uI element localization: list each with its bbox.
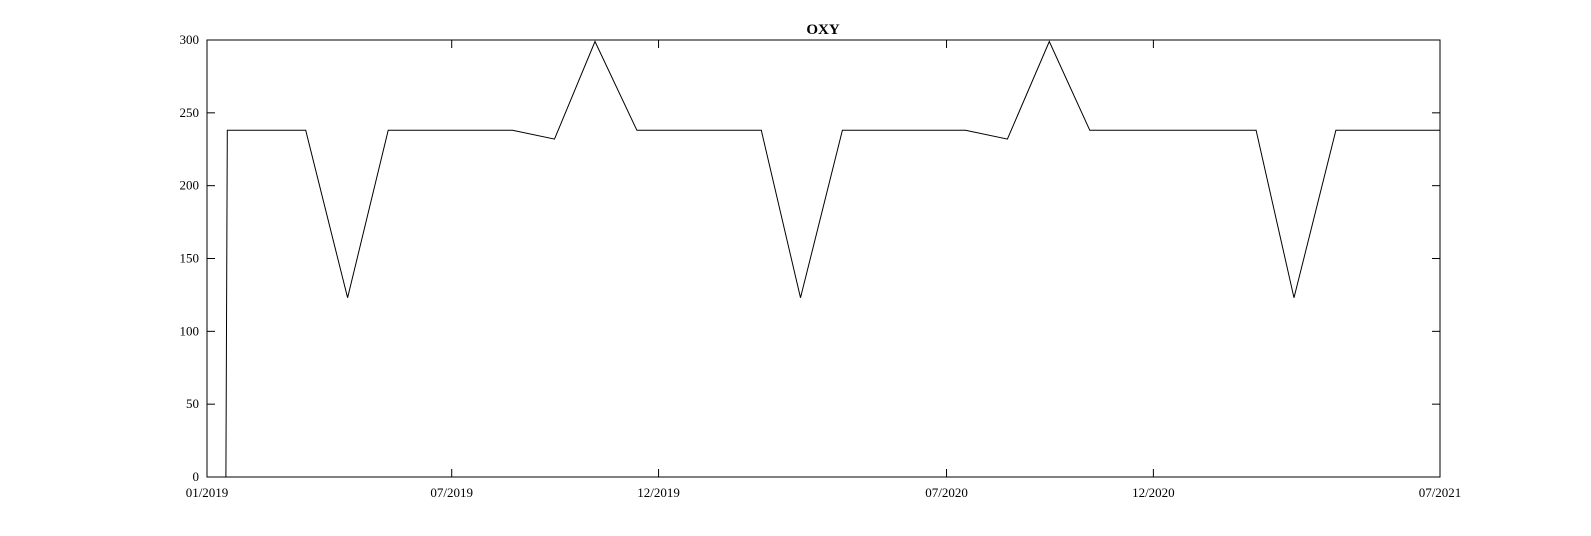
x-tick-label: 12/2019: [637, 485, 680, 500]
y-tick-label: 150: [180, 251, 200, 266]
series-line: [207, 40, 1440, 478]
y-tick-label: 250: [180, 105, 200, 120]
y-tick-label: 100: [180, 323, 200, 338]
x-axis: 01/2019 07/2019 12/2019 07/2020 12/2020 07/20…: [186, 40, 1462, 500]
y-tick-label: 50: [186, 396, 199, 411]
x-tick-label: 07/2019: [430, 485, 473, 500]
y-axis: 0 50 100 150 200 250 300: [180, 32, 1440, 484]
x-tick-label: 01/2019: [186, 485, 229, 500]
y-tick-label: 0: [193, 469, 200, 484]
x-tick-label: 12/2020: [1132, 485, 1175, 500]
y-tick-label: 300: [180, 32, 200, 47]
x-tick-label: 07/2020: [925, 485, 968, 500]
y-tick-label: 200: [180, 178, 200, 193]
plot-area-frame: [206, 39, 1441, 478]
x-tick-label: 07/2021: [1419, 485, 1462, 500]
chart-title: OXY: [806, 22, 840, 38]
